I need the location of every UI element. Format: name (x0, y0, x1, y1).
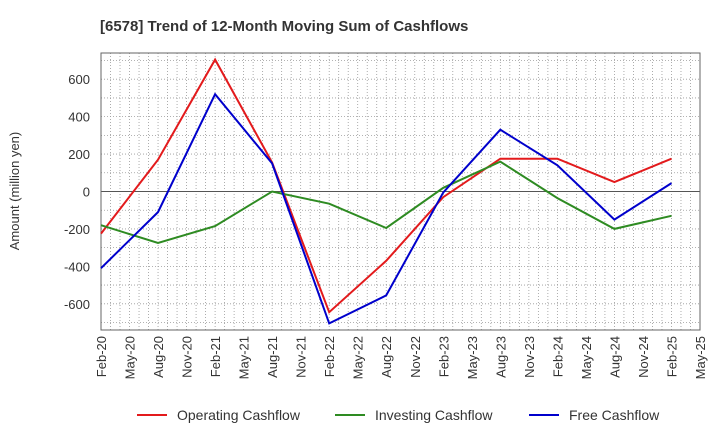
x-tick-label: Aug-20 (151, 336, 166, 378)
y-tick-label: 0 (83, 185, 90, 200)
chart-title: [6578] Trend of 12-Month Moving Sum of C… (100, 18, 468, 35)
x-tick-label: Nov-24 (636, 336, 651, 378)
x-tick-label: Nov-23 (522, 336, 537, 378)
x-tick-label: Nov-22 (408, 336, 423, 378)
x-tick-label: May-25 (693, 336, 708, 379)
x-tick-labels: Feb-20 May-20 Aug-20 Nov-20 Feb-21 May-21 Aug-… (94, 336, 708, 379)
legend-label-investing-cashflow: Investing Cashflow (375, 407, 493, 423)
series-line-investing-cashflow (100, 160, 672, 245)
series-group (100, 57, 673, 325)
x-tick-label: Feb-20 (94, 336, 109, 377)
x-tick-label: Nov-20 (180, 336, 195, 378)
y-tick-labels: -600 -400 -200 0 200 400 600 (64, 72, 90, 312)
x-tick-label: Feb-23 (436, 336, 451, 377)
x-tick-label: Aug-23 (493, 336, 508, 378)
x-tick-label: Nov-21 (294, 336, 309, 378)
y-tick-label: -200 (64, 222, 90, 237)
y-tick-label: -400 (64, 259, 90, 274)
x-tick-label: Feb-21 (208, 336, 223, 377)
series-line-free-cashflow (100, 92, 673, 325)
x-tick-label: Feb-22 (322, 336, 337, 377)
x-tick-label: Feb-25 (664, 336, 679, 377)
x-tick-label: May-20 (123, 336, 138, 379)
x-tick-label: May-21 (237, 336, 252, 379)
x-tick-label: May-22 (351, 336, 366, 379)
y-tick-label: 200 (68, 147, 90, 162)
y-tick-label: 400 (68, 110, 90, 125)
x-tick-label: Aug-21 (265, 336, 280, 378)
x-tick-label: Aug-24 (607, 336, 622, 378)
x-tick-label: Feb-24 (550, 336, 565, 377)
legend-label-operating-cashflow: Operating Cashflow (177, 407, 301, 423)
series-line-operating-cashflow (100, 57, 672, 314)
y-tick-label: 600 (68, 72, 90, 87)
y-tick-label: -600 (64, 297, 90, 312)
x-tick-label: May-23 (465, 336, 480, 379)
plot-area (100, 52, 701, 331)
y-axis-label: Amount (million yen) (7, 132, 22, 251)
x-tick-label: Aug-22 (379, 336, 394, 378)
legend-label-free-cashflow: Free Cashflow (569, 407, 660, 423)
x-tick-label: May-24 (579, 336, 594, 379)
legend: Operating Cashflow Investing Cashflow Free… (137, 407, 660, 423)
